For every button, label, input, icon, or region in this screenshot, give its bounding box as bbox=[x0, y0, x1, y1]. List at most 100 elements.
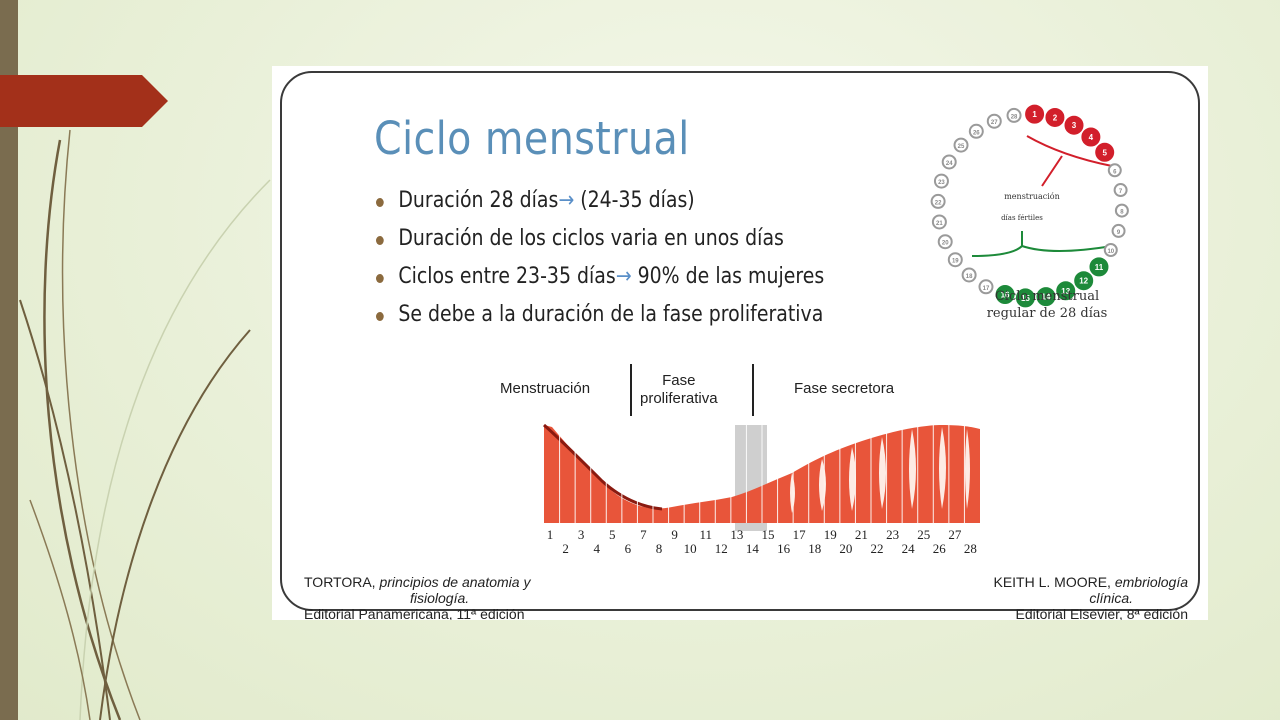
dial-caption-line: regular de 28 días bbox=[986, 306, 1108, 321]
day-number: 24 bbox=[902, 541, 916, 556]
dial-day-circle bbox=[961, 267, 977, 283]
day-number: 7 bbox=[640, 528, 647, 542]
dial-day-number: 16 bbox=[1001, 291, 1010, 300]
dial-day-number: 15 bbox=[1021, 294, 1030, 303]
dial-day-number: 10 bbox=[1107, 249, 1114, 255]
dial-day-circle bbox=[1089, 257, 1109, 277]
dial-menstruation-label: menstruación bbox=[1004, 192, 1060, 201]
day-number: 8 bbox=[656, 541, 663, 556]
dial-day-number: 25 bbox=[958, 144, 965, 150]
dial-day-circle bbox=[953, 137, 969, 153]
decorative-curves bbox=[19, 129, 271, 720]
dial-day-number: 22 bbox=[935, 200, 942, 206]
dial-day-circle bbox=[1081, 127, 1101, 147]
dial-day-number: 9 bbox=[1117, 230, 1121, 236]
slide-picture: Ciclo menstrual Duración 28 días→ (24-35… bbox=[272, 66, 1208, 620]
dial-day-number: 1 bbox=[1032, 110, 1037, 119]
dial-day-number: 13 bbox=[1061, 287, 1070, 296]
bullet-item: Ciclos entre 23-35 días→ 90% de las muje… bbox=[376, 264, 824, 302]
dial-day-circle bbox=[1025, 104, 1045, 124]
day-number: 10 bbox=[684, 541, 697, 556]
day-number: 3 bbox=[578, 528, 585, 542]
endometrium-diagram bbox=[543, 423, 980, 531]
day-number: 25 bbox=[917, 528, 930, 542]
dial-day-circle bbox=[1036, 287, 1056, 307]
day-number: 15 bbox=[762, 528, 775, 542]
dial-day-circle bbox=[1114, 203, 1129, 218]
bullet-item: Duración 28 días→ (24-35 días) bbox=[376, 188, 824, 226]
dial-day-number: 14 bbox=[1042, 293, 1051, 302]
day-number: 5 bbox=[609, 528, 616, 542]
dial-day-circle bbox=[947, 252, 963, 268]
day-number: 21 bbox=[855, 528, 868, 542]
dial-day-number: 12 bbox=[1079, 277, 1088, 286]
citation-right-line: clínica. bbox=[1089, 590, 1133, 606]
phase-separator bbox=[752, 364, 754, 416]
bullet-dot-icon bbox=[376, 198, 384, 207]
dial-day-circle bbox=[1074, 271, 1094, 291]
bullet-list: Duración 28 días→ (24-35 días) Duración … bbox=[376, 188, 897, 340]
citation-left: TORTORA, principios de anatomia y fisiol… bbox=[304, 574, 530, 620]
dial-day-number: 2 bbox=[1053, 113, 1058, 122]
dial-caption: Ciclo menstrual regular de 28 días bbox=[972, 288, 1122, 322]
dial-day-circle bbox=[941, 154, 957, 170]
dial-day-circle bbox=[1064, 115, 1084, 135]
phase-separator bbox=[630, 364, 632, 416]
arrow-right-icon: → bbox=[615, 264, 632, 289]
dial-day-circle bbox=[986, 113, 1002, 129]
dial-day-number: 19 bbox=[952, 259, 959, 265]
dial-day-circle bbox=[1111, 223, 1126, 238]
day-number: 17 bbox=[793, 528, 807, 542]
dial-day-circle bbox=[933, 173, 949, 189]
day-number: 1 bbox=[547, 528, 554, 542]
dial-day-number: 3 bbox=[1072, 121, 1077, 130]
phase-proliferativa: Fase proliferativa bbox=[640, 372, 718, 407]
day-number: 14 bbox=[746, 541, 760, 556]
citation-left-line: fisiología. bbox=[410, 590, 470, 606]
day-number: 12 bbox=[715, 541, 728, 556]
citation-right-line: KEITH L. MOORE, embriología bbox=[993, 574, 1188, 590]
dial-day-circle bbox=[937, 234, 953, 250]
phase-menstruacion: Menstruación bbox=[500, 380, 591, 397]
dial-day-circle bbox=[1006, 107, 1022, 123]
citation-right: KEITH L. MOORE, embriología clínica. Edi… bbox=[934, 574, 1188, 620]
dial-day-number: 7 bbox=[1119, 189, 1123, 195]
day-number: 28 bbox=[964, 541, 977, 556]
day-number: 27 bbox=[948, 528, 962, 542]
arrow-right-icon: → bbox=[558, 188, 575, 213]
picture-frame bbox=[280, 71, 1200, 611]
left-sidebar-bar bbox=[0, 0, 18, 720]
dial-day-circle bbox=[968, 123, 984, 139]
day-number: 6 bbox=[625, 541, 632, 556]
dial-day-number: 20 bbox=[942, 241, 949, 247]
day-number: 20 bbox=[839, 541, 852, 556]
slide-title: Ciclo menstrual bbox=[374, 112, 690, 165]
dial-day-number: 6 bbox=[1113, 169, 1117, 175]
dial-day-number: 24 bbox=[946, 161, 953, 167]
day-number: 9 bbox=[671, 528, 678, 542]
citation-left-line: TORTORA, principios de anatomia y bbox=[304, 574, 531, 590]
dial-day-number: 21 bbox=[936, 221, 943, 227]
day-number: 4 bbox=[593, 541, 600, 556]
day-number: 18 bbox=[808, 541, 821, 556]
dial-day-circle bbox=[930, 193, 946, 209]
bullet-item: Se debe a la duración de la fase prolife… bbox=[376, 302, 824, 340]
dial-day-circle bbox=[1113, 183, 1128, 198]
cycle-dial-diagram: menstruación días fértiles 1 234567891011… bbox=[930, 104, 1129, 308]
dial-day-circle bbox=[995, 285, 1015, 305]
dial-day-circle bbox=[1095, 142, 1115, 162]
accent-arrow-tab bbox=[0, 75, 168, 127]
citation-left-line: Editorial Panamericana, 11ª edición bbox=[304, 606, 525, 620]
citation-right-line: Editorial Elsevier, 8ª edición bbox=[1015, 606, 1189, 620]
day-number: 23 bbox=[886, 528, 899, 542]
bullet-dot-icon bbox=[376, 236, 384, 245]
dial-day-number: 4 bbox=[1089, 133, 1094, 142]
day-number: 22 bbox=[871, 541, 884, 556]
dial-fertile-label: días fértiles bbox=[1001, 214, 1043, 222]
dial-day-number: 8 bbox=[1120, 210, 1124, 216]
dial-day-circle bbox=[1056, 281, 1076, 301]
day-number-axis: 1 3 5 7 9 11 13 15 17 19 21 23 25 272 4 6 8 10 12 14 16 18 20 2… bbox=[547, 528, 977, 556]
day-number: 19 bbox=[824, 528, 837, 542]
dial-day-circle bbox=[1015, 288, 1035, 308]
bullet-dot-icon bbox=[376, 312, 384, 321]
